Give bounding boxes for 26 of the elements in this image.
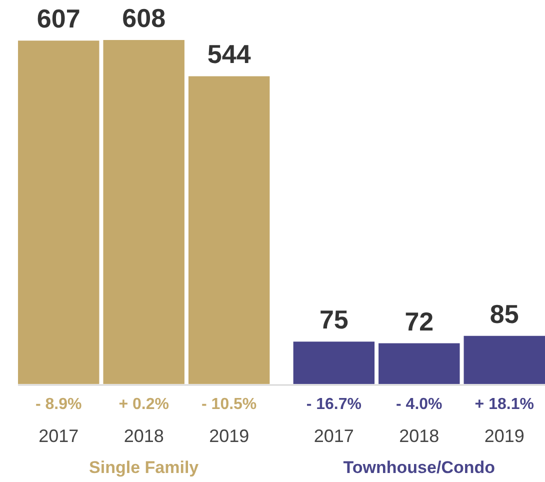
text: - 16.7%: [306, 396, 362, 413]
x-tick-label: 2017: [314, 426, 354, 446]
bar: [378, 343, 460, 384]
text: - 8.9%: [35, 396, 82, 413]
data-label: 608: [122, 3, 166, 33]
text: + 0.2%: [118, 396, 169, 413]
bar: [464, 336, 545, 384]
x-tick-label: 2018: [399, 426, 440, 446]
text: Single Family: [89, 458, 200, 477]
data-label: 607: [36, 4, 80, 34]
data-label: 85: [490, 298, 519, 329]
bar: [103, 40, 184, 384]
data-label: 75: [319, 304, 348, 335]
x-tick-label: 2018: [124, 426, 164, 446]
x-tick-label: 2019: [209, 426, 250, 446]
x-tick-label: 2019: [484, 426, 524, 446]
bar: [18, 40, 100, 384]
data-label: 72: [404, 306, 434, 336]
text: - 4.0%: [396, 396, 442, 413]
bar: [188, 76, 270, 384]
bar: [293, 342, 375, 384]
data-label: 544: [207, 39, 252, 70]
text: + 18.1%: [474, 396, 534, 413]
text: Townhouse/Condo: [343, 458, 496, 477]
x-tick-label: 2017: [38, 426, 79, 446]
text: - 10.5%: [202, 396, 257, 413]
